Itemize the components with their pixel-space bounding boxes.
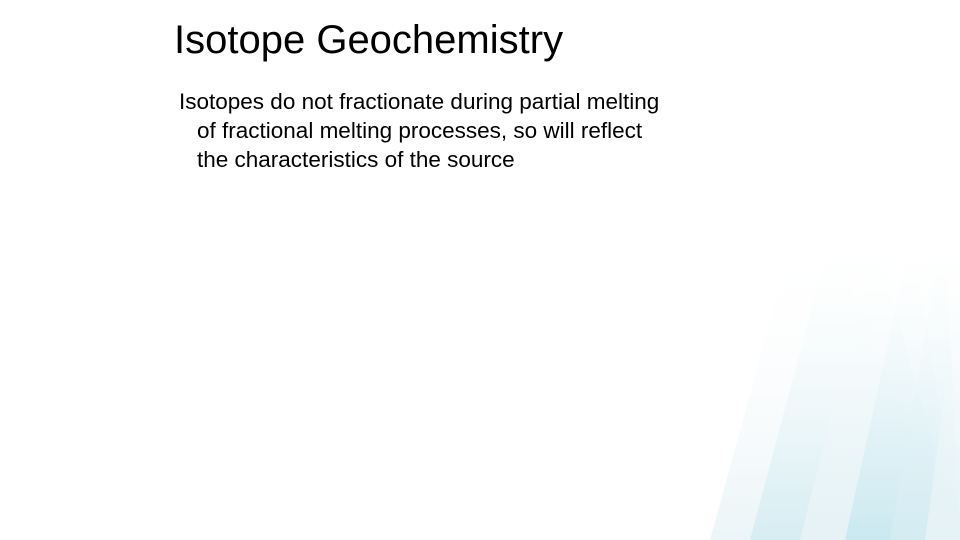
slide-container: Isotope Geochemistry Isotopes do not fra… xyxy=(0,0,960,540)
slide-title: Isotope Geochemistry xyxy=(174,18,960,62)
body-line-2: of fractional melting processes, so will… xyxy=(179,117,734,146)
body-line-3: the characteristics of the source xyxy=(179,146,734,175)
background-rays xyxy=(600,220,960,540)
body-line-1: Isotopes do not fractionate during parti… xyxy=(179,89,659,114)
slide-body: Isotopes do not fractionate during parti… xyxy=(174,88,734,174)
